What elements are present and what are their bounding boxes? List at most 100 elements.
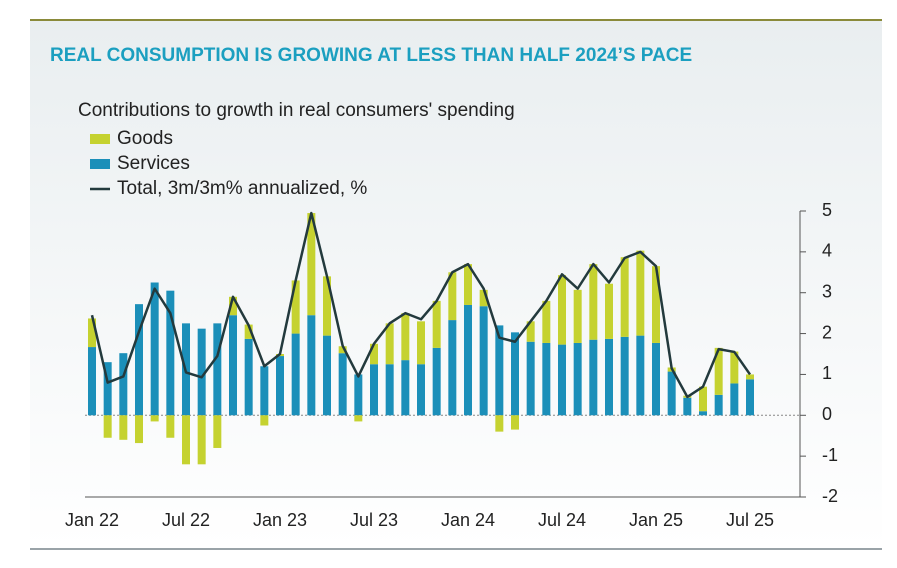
bar [370, 343, 378, 365]
bar [699, 386, 707, 412]
bar [323, 276, 331, 336]
bar [135, 304, 143, 416]
bar [542, 342, 551, 416]
bar [432, 347, 441, 416]
bar [103, 415, 112, 438]
bar [652, 266, 660, 343]
bar [417, 364, 425, 416]
bar [88, 318, 96, 348]
bar [88, 347, 96, 416]
bar [307, 213, 316, 316]
bar [291, 333, 300, 416]
total-line [90, 211, 752, 399]
bar [166, 290, 175, 416]
bar [714, 347, 723, 395]
bar [511, 332, 519, 416]
x-tick-label: Jan 22 [65, 510, 119, 530]
bar [526, 321, 535, 342]
x-tick-label: Jul 25 [726, 510, 774, 530]
bar [636, 335, 645, 416]
y-tick-label: 1 [822, 363, 832, 383]
bar [652, 342, 660, 416]
bar [573, 289, 582, 343]
bar [135, 415, 143, 444]
bar [605, 338, 613, 416]
bar [338, 346, 347, 354]
bar [495, 325, 504, 416]
legend-label: Total, 3m/3m% annualized, % [117, 178, 367, 199]
bar [197, 415, 206, 465]
bar [401, 360, 410, 416]
legend-label: Goods [117, 128, 173, 149]
bar [479, 306, 488, 416]
bar [558, 275, 566, 345]
bar [244, 324, 253, 339]
bar [746, 374, 754, 380]
bar [417, 321, 425, 365]
bar [244, 338, 253, 416]
bar [495, 415, 504, 432]
bar [636, 250, 645, 336]
bar [448, 320, 457, 416]
x-tick-label: Jan 25 [629, 510, 683, 530]
bar [573, 342, 582, 416]
x-tick-label: Jul 22 [162, 510, 210, 530]
bar [229, 315, 237, 416]
bar [464, 304, 472, 416]
x-tick-label: Jan 24 [441, 510, 495, 530]
bar [667, 371, 676, 416]
bar [714, 394, 723, 416]
y-tick-label: 4 [822, 241, 832, 261]
subtitle: Contributions to growth in real consumer… [78, 100, 515, 121]
bar [699, 411, 707, 416]
bar [620, 336, 629, 416]
bar [746, 379, 754, 416]
bar [370, 364, 378, 416]
bar [385, 364, 394, 416]
legend-label: Services [117, 153, 190, 174]
bar [103, 362, 112, 416]
bar [605, 283, 613, 339]
x-tick-label: Jul 23 [350, 510, 398, 530]
bar [620, 257, 629, 337]
bar [730, 351, 739, 384]
bar [558, 344, 566, 416]
bar [229, 296, 237, 316]
bar [511, 415, 519, 430]
x-tick-label: Jul 24 [538, 510, 586, 530]
bar [119, 353, 128, 416]
bar [307, 315, 316, 416]
legend-swatch [90, 134, 110, 144]
y-tick-label: -1 [822, 445, 838, 465]
bar [432, 300, 441, 348]
bar [542, 300, 551, 343]
bar [323, 335, 331, 416]
bar [260, 415, 269, 426]
bar [526, 341, 535, 416]
bar [401, 313, 410, 361]
x-tick-label: Jan 23 [253, 510, 307, 530]
y-tick-label: 3 [822, 281, 832, 301]
bar [589, 264, 598, 340]
legend-swatch [90, 159, 110, 169]
bar [213, 415, 222, 448]
bar [166, 415, 175, 438]
y-tick-label: 0 [822, 404, 832, 424]
bar [260, 366, 269, 416]
bar [464, 264, 472, 305]
bar [385, 323, 394, 365]
bar [354, 374, 363, 416]
bar [338, 353, 347, 416]
bar [448, 272, 457, 321]
y-tick-label: 5 [822, 200, 832, 220]
bar [683, 397, 692, 416]
bar [182, 415, 190, 465]
bar [119, 415, 128, 440]
bar [291, 280, 300, 334]
bar [197, 328, 206, 416]
bar [150, 415, 159, 422]
bar [150, 282, 159, 416]
bar [354, 415, 363, 422]
bar [276, 356, 284, 416]
